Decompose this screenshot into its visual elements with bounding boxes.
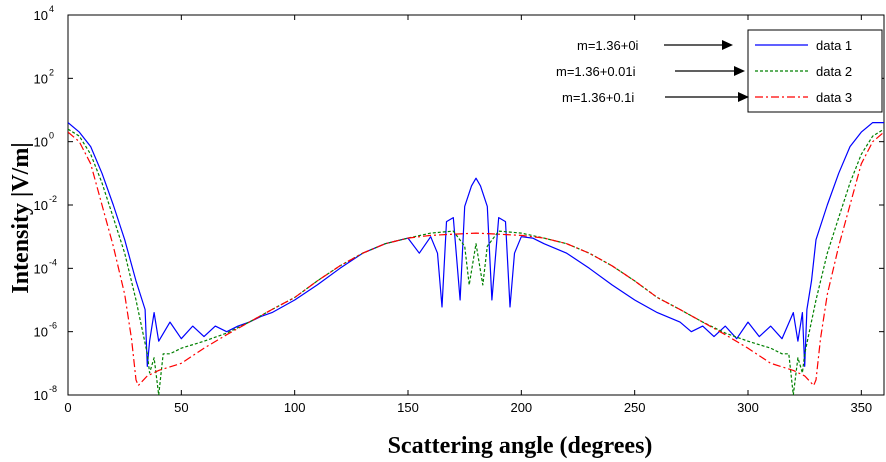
y-axis-title: Intensity |V/m| — [8, 142, 34, 293]
x-tick-label: 150 — [397, 400, 419, 415]
annotation-arrow-head-3 — [738, 92, 749, 102]
y-tick-label: 10 — [34, 325, 48, 340]
x-tick-label: 0 — [64, 400, 71, 415]
y-tick-exponent: 2 — [49, 67, 54, 77]
x-tick-label: 100 — [284, 400, 306, 415]
y-tick-exponent: 0 — [49, 131, 54, 141]
annotation-arrow-head-2 — [734, 66, 745, 76]
series-line-3 — [68, 131, 884, 387]
legend-box — [747, 29, 883, 113]
x-axis-title: Scattering angle (degrees) — [388, 433, 653, 459]
x-tick-label: 250 — [624, 400, 646, 415]
legend-label-2: data 2 — [816, 64, 852, 79]
annotation-arrow-head-1 — [722, 40, 733, 50]
x-axis-ticks: 0 50 100 150 200 250 300 350 — [64, 15, 872, 415]
x-tick-label: 200 — [510, 400, 532, 415]
legend: data 1 data 2 data 3 — [747, 29, 883, 113]
y-tick-exponent: 4 — [49, 4, 54, 14]
y-tick-label: 10 — [34, 135, 48, 150]
series-line-2 — [68, 128, 884, 395]
annotation-label-2: m=1.36+0.01i — [556, 64, 636, 79]
annotation-label-1: m=1.36+0i — [577, 38, 639, 53]
x-tick-label: 350 — [850, 400, 872, 415]
y-tick-exponent: -2 — [49, 194, 57, 204]
annotations: m=1.36+0i m=1.36+0.01i m=1.36+0.1i — [556, 38, 749, 105]
annotation-label-3: m=1.36+0.1i — [562, 90, 634, 105]
y-tick-label: 10 — [34, 71, 48, 86]
legend-label-3: data 3 — [816, 90, 852, 105]
y-tick-exponent: -4 — [49, 257, 57, 267]
series-line-1 — [68, 121, 884, 367]
y-tick-label: 10 — [34, 198, 48, 213]
y-tick-exponent: -8 — [49, 384, 57, 394]
x-tick-label: 50 — [174, 400, 188, 415]
y-tick-label: 10 — [34, 388, 48, 403]
y-tick-label: 10 — [34, 8, 48, 23]
legend-label-1: data 1 — [816, 38, 852, 53]
y-tick-label: 10 — [34, 261, 48, 276]
y-tick-exponent: -6 — [49, 321, 57, 331]
x-tick-label: 300 — [737, 400, 759, 415]
series-layer — [68, 121, 884, 395]
